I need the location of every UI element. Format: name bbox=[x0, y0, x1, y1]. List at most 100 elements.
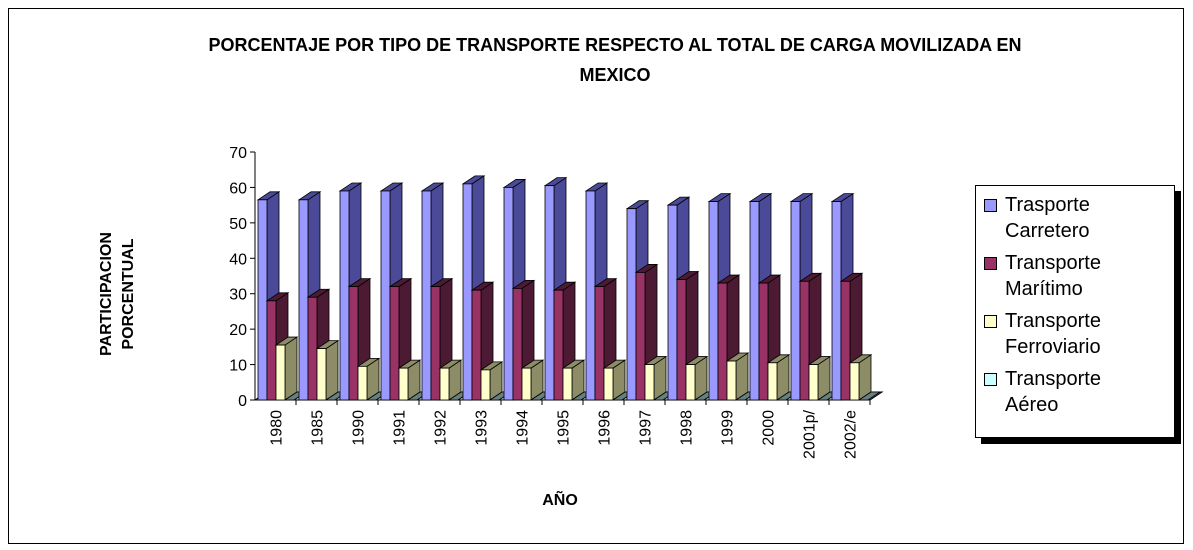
bar bbox=[315, 339, 340, 401]
bar-front bbox=[298, 199, 309, 401]
bar-front bbox=[307, 296, 318, 401]
bar-front bbox=[544, 185, 555, 401]
bar-side bbox=[284, 336, 298, 401]
y-tick-label: 50 bbox=[229, 216, 247, 233]
bar-front bbox=[521, 367, 532, 401]
bar-front bbox=[380, 190, 391, 401]
x-tick-label: 1998 bbox=[679, 410, 696, 446]
bar-front bbox=[831, 201, 842, 401]
bar-front bbox=[316, 348, 327, 401]
bar bbox=[397, 359, 422, 401]
bar-front bbox=[348, 286, 359, 401]
x-tick-label: 1997 bbox=[638, 410, 655, 446]
y-tick-label: 70 bbox=[229, 145, 247, 162]
legend: Trasporte Carretero Transporte Marítimo Tr… bbox=[975, 185, 1175, 438]
bar-front bbox=[849, 362, 860, 401]
bar-front bbox=[462, 183, 473, 401]
legend-entry: Transporte Marítimo bbox=[984, 250, 1166, 302]
bar bbox=[561, 359, 586, 401]
bar-side bbox=[325, 339, 339, 401]
x-tick-label: 1980 bbox=[269, 410, 286, 446]
bar-front bbox=[626, 208, 637, 401]
bar-front bbox=[562, 367, 573, 401]
bar-front bbox=[726, 360, 737, 401]
chart-title: PORCENTAJE POR TIPO DE TRANSPORTE RESPEC… bbox=[208, 35, 1022, 85]
bar-front bbox=[808, 364, 819, 401]
x-tick-label: 2002/e bbox=[843, 410, 860, 459]
bar-front bbox=[471, 289, 482, 401]
bar-front bbox=[357, 365, 368, 401]
bar-front bbox=[644, 364, 655, 401]
x-tick-label: 1995 bbox=[556, 410, 573, 446]
bar bbox=[848, 354, 873, 401]
bar-front bbox=[667, 204, 678, 401]
legend-swatch bbox=[984, 257, 997, 270]
bar-top bbox=[857, 391, 882, 401]
bar-front bbox=[676, 279, 687, 401]
bar-front bbox=[421, 190, 432, 401]
y-tick-label: 60 bbox=[229, 180, 247, 197]
y-tick-label: 20 bbox=[229, 322, 247, 339]
bar-front bbox=[553, 289, 564, 401]
y-axis-label: PARTICIPACION PORCENTUAL bbox=[98, 232, 137, 356]
legend-label: Transporte Ferroviario bbox=[1005, 310, 1101, 358]
x-tick-label: 2001p/ bbox=[802, 409, 819, 458]
bar-front bbox=[430, 286, 441, 401]
bar-front bbox=[708, 201, 719, 401]
legend-entry: Trasporte Carretero bbox=[984, 192, 1166, 244]
bar-front bbox=[790, 201, 801, 401]
bar bbox=[857, 391, 882, 401]
bar-front bbox=[717, 282, 728, 401]
x-tick-label: 1990 bbox=[351, 410, 368, 446]
legend-label: Transporte Marítimo bbox=[1005, 252, 1101, 300]
bar-front bbox=[799, 280, 810, 401]
bar bbox=[438, 359, 463, 401]
x-tick-label: 1985 bbox=[310, 410, 327, 446]
bar-front bbox=[594, 286, 605, 401]
bar bbox=[479, 361, 504, 401]
chart-frame bbox=[8, 8, 1184, 544]
bar-front bbox=[389, 286, 400, 401]
bar bbox=[807, 355, 832, 401]
x-tick-label: 1992 bbox=[433, 410, 450, 446]
bar-front bbox=[635, 272, 646, 401]
bar-front bbox=[758, 282, 769, 401]
legend-swatch bbox=[984, 199, 997, 212]
bar-front bbox=[512, 287, 523, 401]
bar bbox=[643, 355, 668, 401]
legend-swatch bbox=[984, 315, 997, 328]
legend-entry: Transporte Ferroviario bbox=[984, 308, 1166, 360]
bar bbox=[684, 355, 709, 401]
bar-front bbox=[398, 367, 409, 401]
x-tick-label: 2000 bbox=[761, 410, 778, 446]
legend-label: Transporte Aéreo bbox=[1005, 368, 1101, 416]
x-tick-label: 1993 bbox=[474, 410, 491, 446]
legend-label: Trasporte Carretero bbox=[1005, 194, 1090, 242]
bar-front bbox=[257, 199, 268, 401]
x-tick-label: 1996 bbox=[597, 410, 614, 446]
bar-front bbox=[685, 364, 696, 401]
bar-front bbox=[767, 362, 778, 401]
bar-front bbox=[840, 280, 851, 401]
bar bbox=[766, 354, 791, 401]
x-tick-label: 1999 bbox=[720, 410, 737, 446]
bar bbox=[274, 336, 299, 401]
x-tick-label: 1994 bbox=[515, 410, 532, 446]
bar-front bbox=[749, 201, 760, 401]
y-tick-label: 10 bbox=[229, 358, 247, 375]
bar-front bbox=[503, 187, 514, 401]
y-tick-label: 30 bbox=[229, 287, 247, 304]
bar bbox=[602, 359, 627, 401]
y-tick-label: 0 bbox=[238, 393, 247, 410]
bar-front bbox=[603, 367, 614, 401]
bar-front bbox=[480, 369, 491, 401]
y-tick-label: 40 bbox=[229, 251, 247, 268]
legend-entry: Transporte Aéreo bbox=[984, 366, 1166, 418]
legend-swatch bbox=[984, 373, 997, 386]
bar-front bbox=[339, 190, 350, 401]
x-tick-label: 1991 bbox=[392, 410, 409, 446]
x-axis-label: AÑO bbox=[542, 492, 578, 509]
bar bbox=[725, 352, 750, 401]
